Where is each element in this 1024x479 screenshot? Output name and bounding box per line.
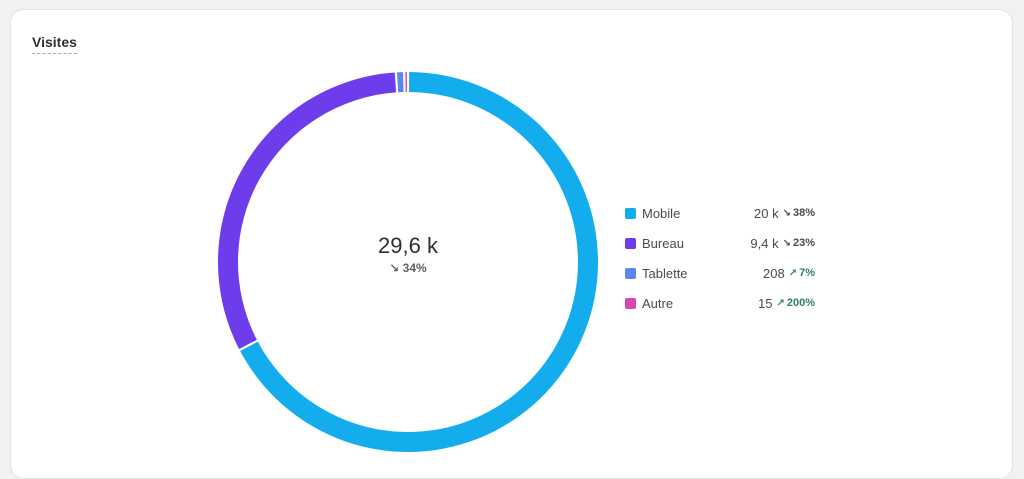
legend-value: 9,4 k <box>750 235 779 251</box>
legend-change: ↗ 200% <box>776 297 815 309</box>
legend-swatch-tablette <box>625 267 636 279</box>
legend-change: ↘ 23% <box>782 237 815 249</box>
visits-card: Visites 29,6 k ↘ 34% Mobile 20 k ↘ 38% Bu… <box>10 9 1013 479</box>
legend-label: Bureau <box>642 235 684 251</box>
legend-item-bureau[interactable]: Bureau 9,4 k ↘ 23% <box>625 228 815 258</box>
legend-change: ↘ 38% <box>782 207 815 219</box>
legend-value: 208 <box>763 265 785 281</box>
legend-label: Autre <box>642 295 674 311</box>
trend-up-icon: ↗ <box>776 298 785 309</box>
legend-value: 20 k <box>754 205 779 221</box>
legend-label: Mobile <box>642 205 681 221</box>
chart-legend: Mobile 20 k ↘ 38% Bureau 9,4 k ↘ 23% Table… <box>625 198 815 318</box>
legend-item-autre[interactable]: Autre 15 ↗ 200% <box>625 288 815 318</box>
donut-slice-bureau[interactable] <box>218 72 397 349</box>
legend-swatch-mobile <box>625 207 636 219</box>
donut-slices <box>218 72 598 452</box>
trend-down-icon: ↘ <box>389 261 402 275</box>
trend-down-icon: ↘ <box>782 238 791 249</box>
legend-item-mobile[interactable]: Mobile 20 k ↘ 38% <box>625 198 815 228</box>
donut-total-change: ↘ 34% <box>389 261 427 275</box>
donut-total-value: 29,6 k <box>378 233 439 258</box>
legend-item-tablette[interactable]: Tablette 208 ↗ 7% <box>625 258 815 288</box>
donut-chart: 29,6 k ↘ 34% <box>218 72 598 452</box>
legend-change: ↗ 7% <box>788 267 815 279</box>
legend-swatch-autre <box>625 297 636 309</box>
trend-down-icon: ↘ <box>782 208 791 219</box>
trend-up-icon: ↗ <box>788 268 798 279</box>
legend-swatch-bureau <box>625 237 636 249</box>
card-title[interactable]: Visites <box>32 34 77 54</box>
legend-label: Tablette <box>642 265 688 281</box>
donut-slice-autre[interactable] <box>405 72 407 93</box>
donut-slice-tablette[interactable] <box>396 72 404 93</box>
legend-value: 15 <box>758 295 773 311</box>
